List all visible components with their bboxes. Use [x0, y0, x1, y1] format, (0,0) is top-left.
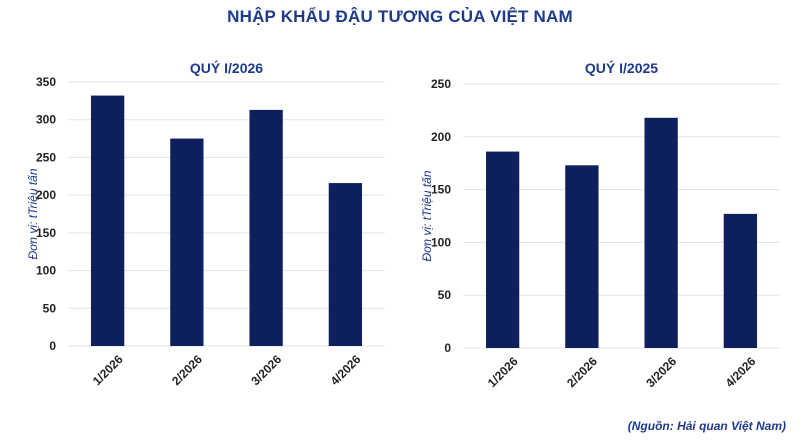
- y-tick-label: 150: [36, 226, 56, 240]
- y-tick-label: 300: [36, 113, 56, 127]
- x-tick-label: 3/2026: [248, 352, 284, 388]
- chart-panel-2025: QUÝ I/2025 0 50 100 150 200 250 Đơn vị: tTriệu …: [400, 0, 800, 442]
- x-tick-label: 3/2026: [643, 354, 679, 390]
- y-tick-label: 250: [36, 150, 56, 164]
- y-axis-label: Đơn vị: tTriệu tấn: [26, 168, 40, 259]
- bar: [644, 117, 678, 349]
- x-tick-label: 4/2026: [723, 354, 759, 390]
- x-tick-label: 2/2026: [169, 352, 205, 388]
- main-title: NHẬP KHẨU ĐẬU TƯƠNG CỦA VIỆT NAM: [227, 7, 573, 26]
- chart-title: QUÝ I/2026: [190, 59, 263, 76]
- y-tick-label: 50: [438, 288, 452, 302]
- y-tick-label: 150: [431, 183, 451, 197]
- bar: [328, 183, 363, 346]
- y-tick-label: 250: [431, 77, 451, 91]
- y-tick-label: 100: [431, 235, 451, 249]
- chart-2025: QUÝ I/2025 0 50 100 150 200 250 Đơn vị: tTriệu …: [420, 59, 780, 390]
- chart-title: QUÝ I/2025: [585, 59, 658, 76]
- bar: [565, 165, 599, 348]
- bar: [485, 151, 520, 348]
- y-axis-label: Đơn vị: tTriệu tấn: [420, 170, 434, 261]
- chart-2026: QUÝ I/2026 0 50 100 150 200 250 300 350 Đơn vị: t…: [26, 59, 385, 388]
- bar: [723, 213, 758, 348]
- source-note: (Nguồn: Hải quan Việt Nam): [627, 419, 786, 433]
- x-tick-label: 2/2026: [564, 354, 600, 390]
- y-tick-label: 200: [431, 130, 451, 144]
- bar: [249, 109, 283, 346]
- y-tick-label: 350: [36, 75, 56, 89]
- y-tick-label: 100: [36, 264, 56, 278]
- x-tick-label: 4/2026: [328, 352, 364, 388]
- x-tick-label: 1/2026: [90, 352, 126, 388]
- y-tick-label: 200: [36, 188, 56, 202]
- y-tick-label: 0: [49, 339, 56, 353]
- y-tick-label: 0: [444, 341, 451, 355]
- bar: [170, 138, 204, 346]
- y-tick-label: 50: [43, 301, 57, 315]
- x-tick-label: 1/2026: [485, 354, 521, 390]
- chart-panel-2026: QUÝ I/2026 0 50 100 150 200 250 300 350 Đơn vị: t…: [26, 59, 385, 388]
- bar: [90, 95, 125, 346]
